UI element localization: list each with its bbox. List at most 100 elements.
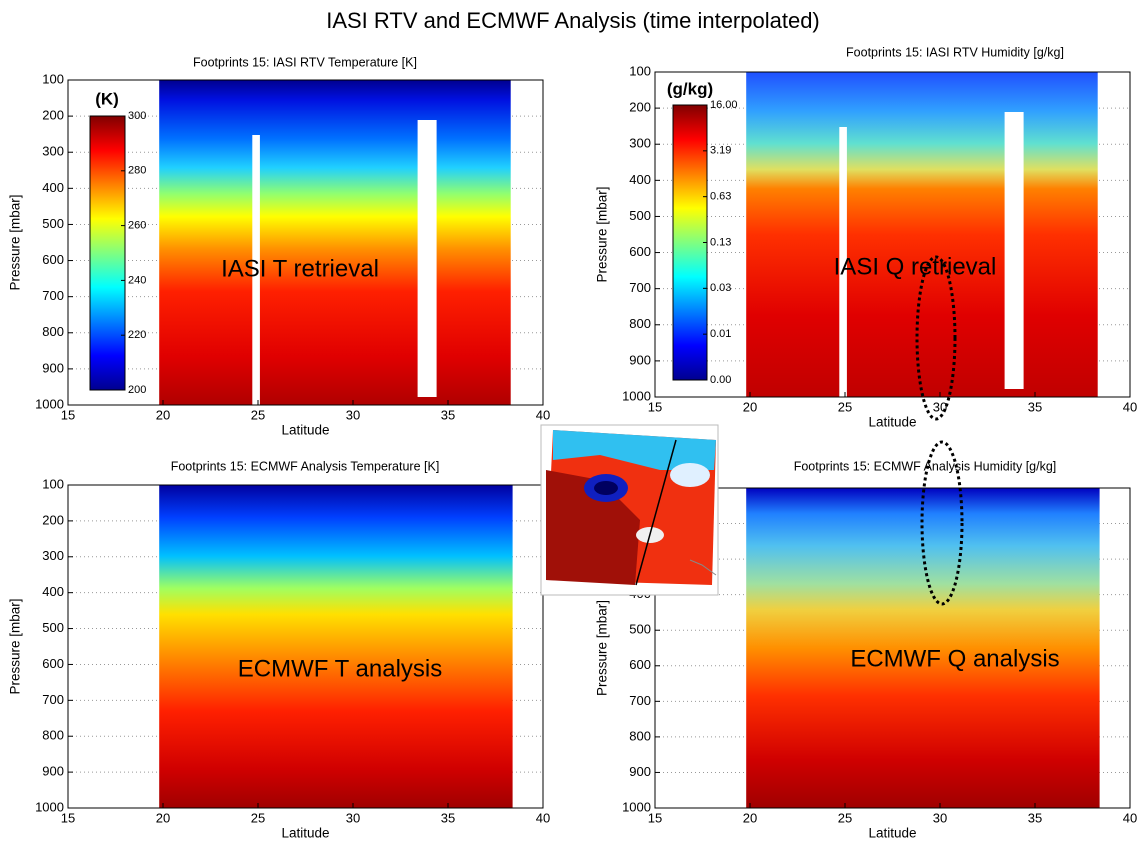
y-tick-label: 100 [42,476,64,491]
y-tick-label: 300 [42,548,64,563]
annotation: IASI T retrieval [221,255,379,282]
y-tick-label: 800 [629,316,651,331]
x-tick-label: 35 [1028,810,1042,825]
colorbar-tick-label: 280 [128,165,146,177]
y-tick-label: 700 [629,693,651,708]
y-tick-label: 100 [629,63,651,78]
y-tick-label: 200 [42,512,64,527]
y-tick-label: 700 [42,288,64,303]
x-tick-label: 25 [838,399,852,414]
y-tick-label: 600 [42,252,64,267]
y-axis-label: Pressure [mbar] [595,186,610,282]
colorbar [89,115,126,391]
x-tick-label: 40 [536,810,550,825]
x-axis-label: Latitude [281,826,329,841]
colorbar-tick-label: 0.03 [710,282,731,294]
colorbar-label: (K) [95,89,119,108]
panel-title: Footprints 15: IASI RTV Temperature [K] [193,55,417,69]
x-tick-label: 15 [61,407,75,422]
colorbar-label: (g/kg) [667,79,713,98]
y-tick-label: 300 [629,136,651,151]
y-tick-label: 300 [42,144,64,159]
x-tick-label: 20 [743,810,757,825]
y-tick-label: 900 [629,764,651,779]
x-axis-label: Latitude [281,423,329,438]
y-tick-label: 100 [42,71,64,86]
heatmap [159,485,513,808]
x-tick-label: 15 [61,810,75,825]
data-gap [252,135,260,405]
y-tick-label: 1000 [35,396,64,411]
x-tick-label: 20 [156,810,170,825]
y-axis-label: Pressure [mbar] [8,194,23,290]
x-tick-label: 35 [1028,399,1042,414]
x-tick-label: 25 [251,810,265,825]
y-tick-label: 600 [629,244,651,259]
inset-map [540,424,719,596]
x-tick-label: 25 [251,407,265,422]
panel-title: Footprints 15: IASI RTV Humidity [g/kg] [846,45,1064,59]
x-tick-label: 30 [933,810,947,825]
axes-frame [654,71,1131,398]
panel-title: Footprints 15: ECMWF Analysis Humidity [… [794,459,1057,473]
data-gap [417,120,437,397]
x-tick-label: 30 [346,407,360,422]
y-tick-label: 600 [42,656,64,671]
colorbar-tick-label: 0.01 [710,328,731,340]
y-tick-label: 1000 [622,799,651,814]
colorbar-tick-label: 3.19 [710,145,731,157]
y-tick-label: 1000 [35,799,64,814]
y-tick-label: 500 [629,622,651,637]
y-axis-label: Pressure [mbar] [595,600,610,696]
y-tick-label: 900 [42,360,64,375]
heatmap [746,488,1100,808]
y-tick-label: 200 [42,108,64,123]
colorbar-tick-label: 240 [128,274,146,286]
heatmap [159,80,511,405]
highlight-ellipse [920,440,964,606]
x-tick-label: 25 [838,810,852,825]
panel-title: Footprints 15: ECMWF Analysis Temperatur… [171,459,440,473]
y-tick-label: 800 [42,324,64,339]
y-tick-label: 200 [629,100,651,115]
x-tick-label: 20 [156,407,170,422]
x-axis-label: Latitude [868,415,916,430]
y-tick-label: 400 [42,180,64,195]
data-gap [1004,112,1024,389]
colorbar-tick-label: 0.00 [710,374,731,386]
y-axis-label: Pressure [mbar] [8,598,23,694]
colorbar-tick-label: 0.63 [710,191,731,203]
y-tick-label: 700 [629,280,651,295]
x-tick-label: 15 [648,810,662,825]
x-axis-label: Latitude [868,826,916,841]
y-tick-label: 700 [42,692,64,707]
colorbar-tick-label: 220 [128,329,146,341]
heatmap [746,72,1098,397]
y-tick-label: 800 [42,728,64,743]
y-tick-label: 1000 [622,388,651,403]
y-tick-label: 900 [42,764,64,779]
axes-frame [67,79,544,406]
annotation: ECMWF Q analysis [850,645,1059,672]
colorbar-tick-label: 200 [128,384,146,396]
colorbar-tick-label: 16.00 [710,99,738,111]
highlight-ellipse [915,255,957,421]
y-tick-label: 400 [42,584,64,599]
x-tick-label: 40 [1123,399,1137,414]
axes-frame [654,487,1131,809]
data-gap [839,127,847,397]
axes-frame [67,484,544,809]
x-tick-label: 20 [743,399,757,414]
x-tick-label: 35 [441,810,455,825]
x-tick-label: 40 [536,407,550,422]
x-tick-label: 35 [441,407,455,422]
colorbar [672,104,708,381]
y-tick-label: 500 [42,620,64,635]
y-tick-label: 500 [42,216,64,231]
annotation: IASI Q retrieval [834,253,997,280]
colorbar-tick-label: 0.13 [710,236,731,248]
y-tick-label: 800 [629,728,651,743]
x-tick-label: 40 [1123,810,1137,825]
